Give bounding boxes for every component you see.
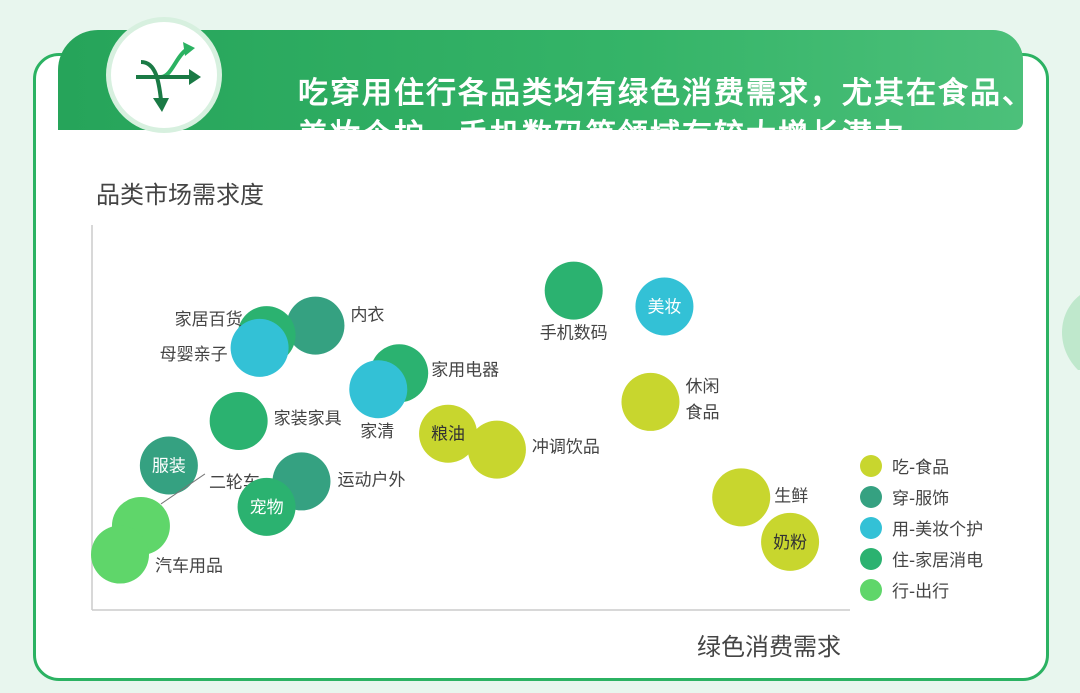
legend-swatch xyxy=(860,578,882,601)
page-title: 吃穿用住行各品类均有绿色消费需求，尤其在食品、美妆个护、手机数码等领域有较大增长… xyxy=(298,76,1034,153)
legend-item: 吃-食品 xyxy=(860,450,983,481)
point-label: 生鲜 xyxy=(774,486,808,506)
legend-item: 穿-服饰 xyxy=(860,481,983,512)
point-母婴亲子 xyxy=(230,318,289,377)
point-label: 美妆 xyxy=(647,298,681,318)
point-汽车用品 xyxy=(91,525,149,584)
point-label: 食品 xyxy=(685,403,719,423)
point-label: 服装 xyxy=(152,457,186,477)
point-粮油 xyxy=(419,404,478,463)
chart-panel xyxy=(33,53,1049,681)
point-手机数码 xyxy=(544,261,603,320)
point-美妆 xyxy=(635,277,694,336)
point-label: 休闲 xyxy=(685,377,719,397)
leaf-decoration xyxy=(1062,295,1080,370)
legend-swatch xyxy=(860,454,882,477)
title-banner: 吃穿用住行各品类均有绿色消费需求，尤其在食品、美妆个护、手机数码等领域有较大增长… xyxy=(58,30,1032,153)
legend-label: 行-出行 xyxy=(892,582,950,602)
point-label: 手机数码 xyxy=(540,324,608,344)
legend-item: 住-家居消电 xyxy=(860,543,983,574)
point-label: 母婴亲子 xyxy=(160,345,228,365)
point-label: 运动户外 xyxy=(337,470,405,490)
point-label: 家装家具 xyxy=(274,409,342,429)
point-家装家具 xyxy=(209,392,268,450)
point-label: 汽车用品 xyxy=(155,557,223,577)
point-label: 内衣 xyxy=(350,306,384,326)
legend-swatch xyxy=(860,516,882,539)
point-label: 粮油 xyxy=(431,425,465,445)
legend-label: 住-家居消电 xyxy=(892,551,984,571)
point-冲调饮品 xyxy=(467,420,526,479)
point-label: 家清 xyxy=(360,422,394,442)
point-奶粉 xyxy=(761,512,820,571)
legend-label: 用-美妆个护 xyxy=(892,520,984,540)
point-label: 家用电器 xyxy=(431,360,499,380)
point-宠物 xyxy=(237,477,296,536)
y-axis-label: 品类市场需求度 xyxy=(96,181,264,209)
legend-label: 吃-食品 xyxy=(892,458,950,478)
legend: 吃-食品穿-服饰用-美妆个护 住-家居消电 行-出行 xyxy=(860,450,983,605)
point-内衣 xyxy=(286,296,345,355)
point-休闲食品 xyxy=(621,372,680,431)
point-label: 家居百货 xyxy=(175,310,243,330)
legend-item: 用-美妆个护 xyxy=(860,512,983,543)
legend-swatch xyxy=(860,547,882,570)
legend-item: 行-出行 xyxy=(860,574,983,605)
point-生鲜 xyxy=(712,468,771,527)
point-label: 宠物 xyxy=(250,498,284,518)
legend-swatch xyxy=(860,485,882,508)
point-家清 xyxy=(349,360,408,419)
point-服装 xyxy=(139,436,198,495)
legend-label: 穿-服饰 xyxy=(892,489,950,509)
point-label: 奶粉 xyxy=(773,533,807,553)
arrows-icon xyxy=(111,22,217,128)
leader-line xyxy=(160,473,206,505)
point-label: 冲调饮品 xyxy=(532,438,600,458)
x-axis-label: 绿色消费需求 xyxy=(697,633,841,661)
